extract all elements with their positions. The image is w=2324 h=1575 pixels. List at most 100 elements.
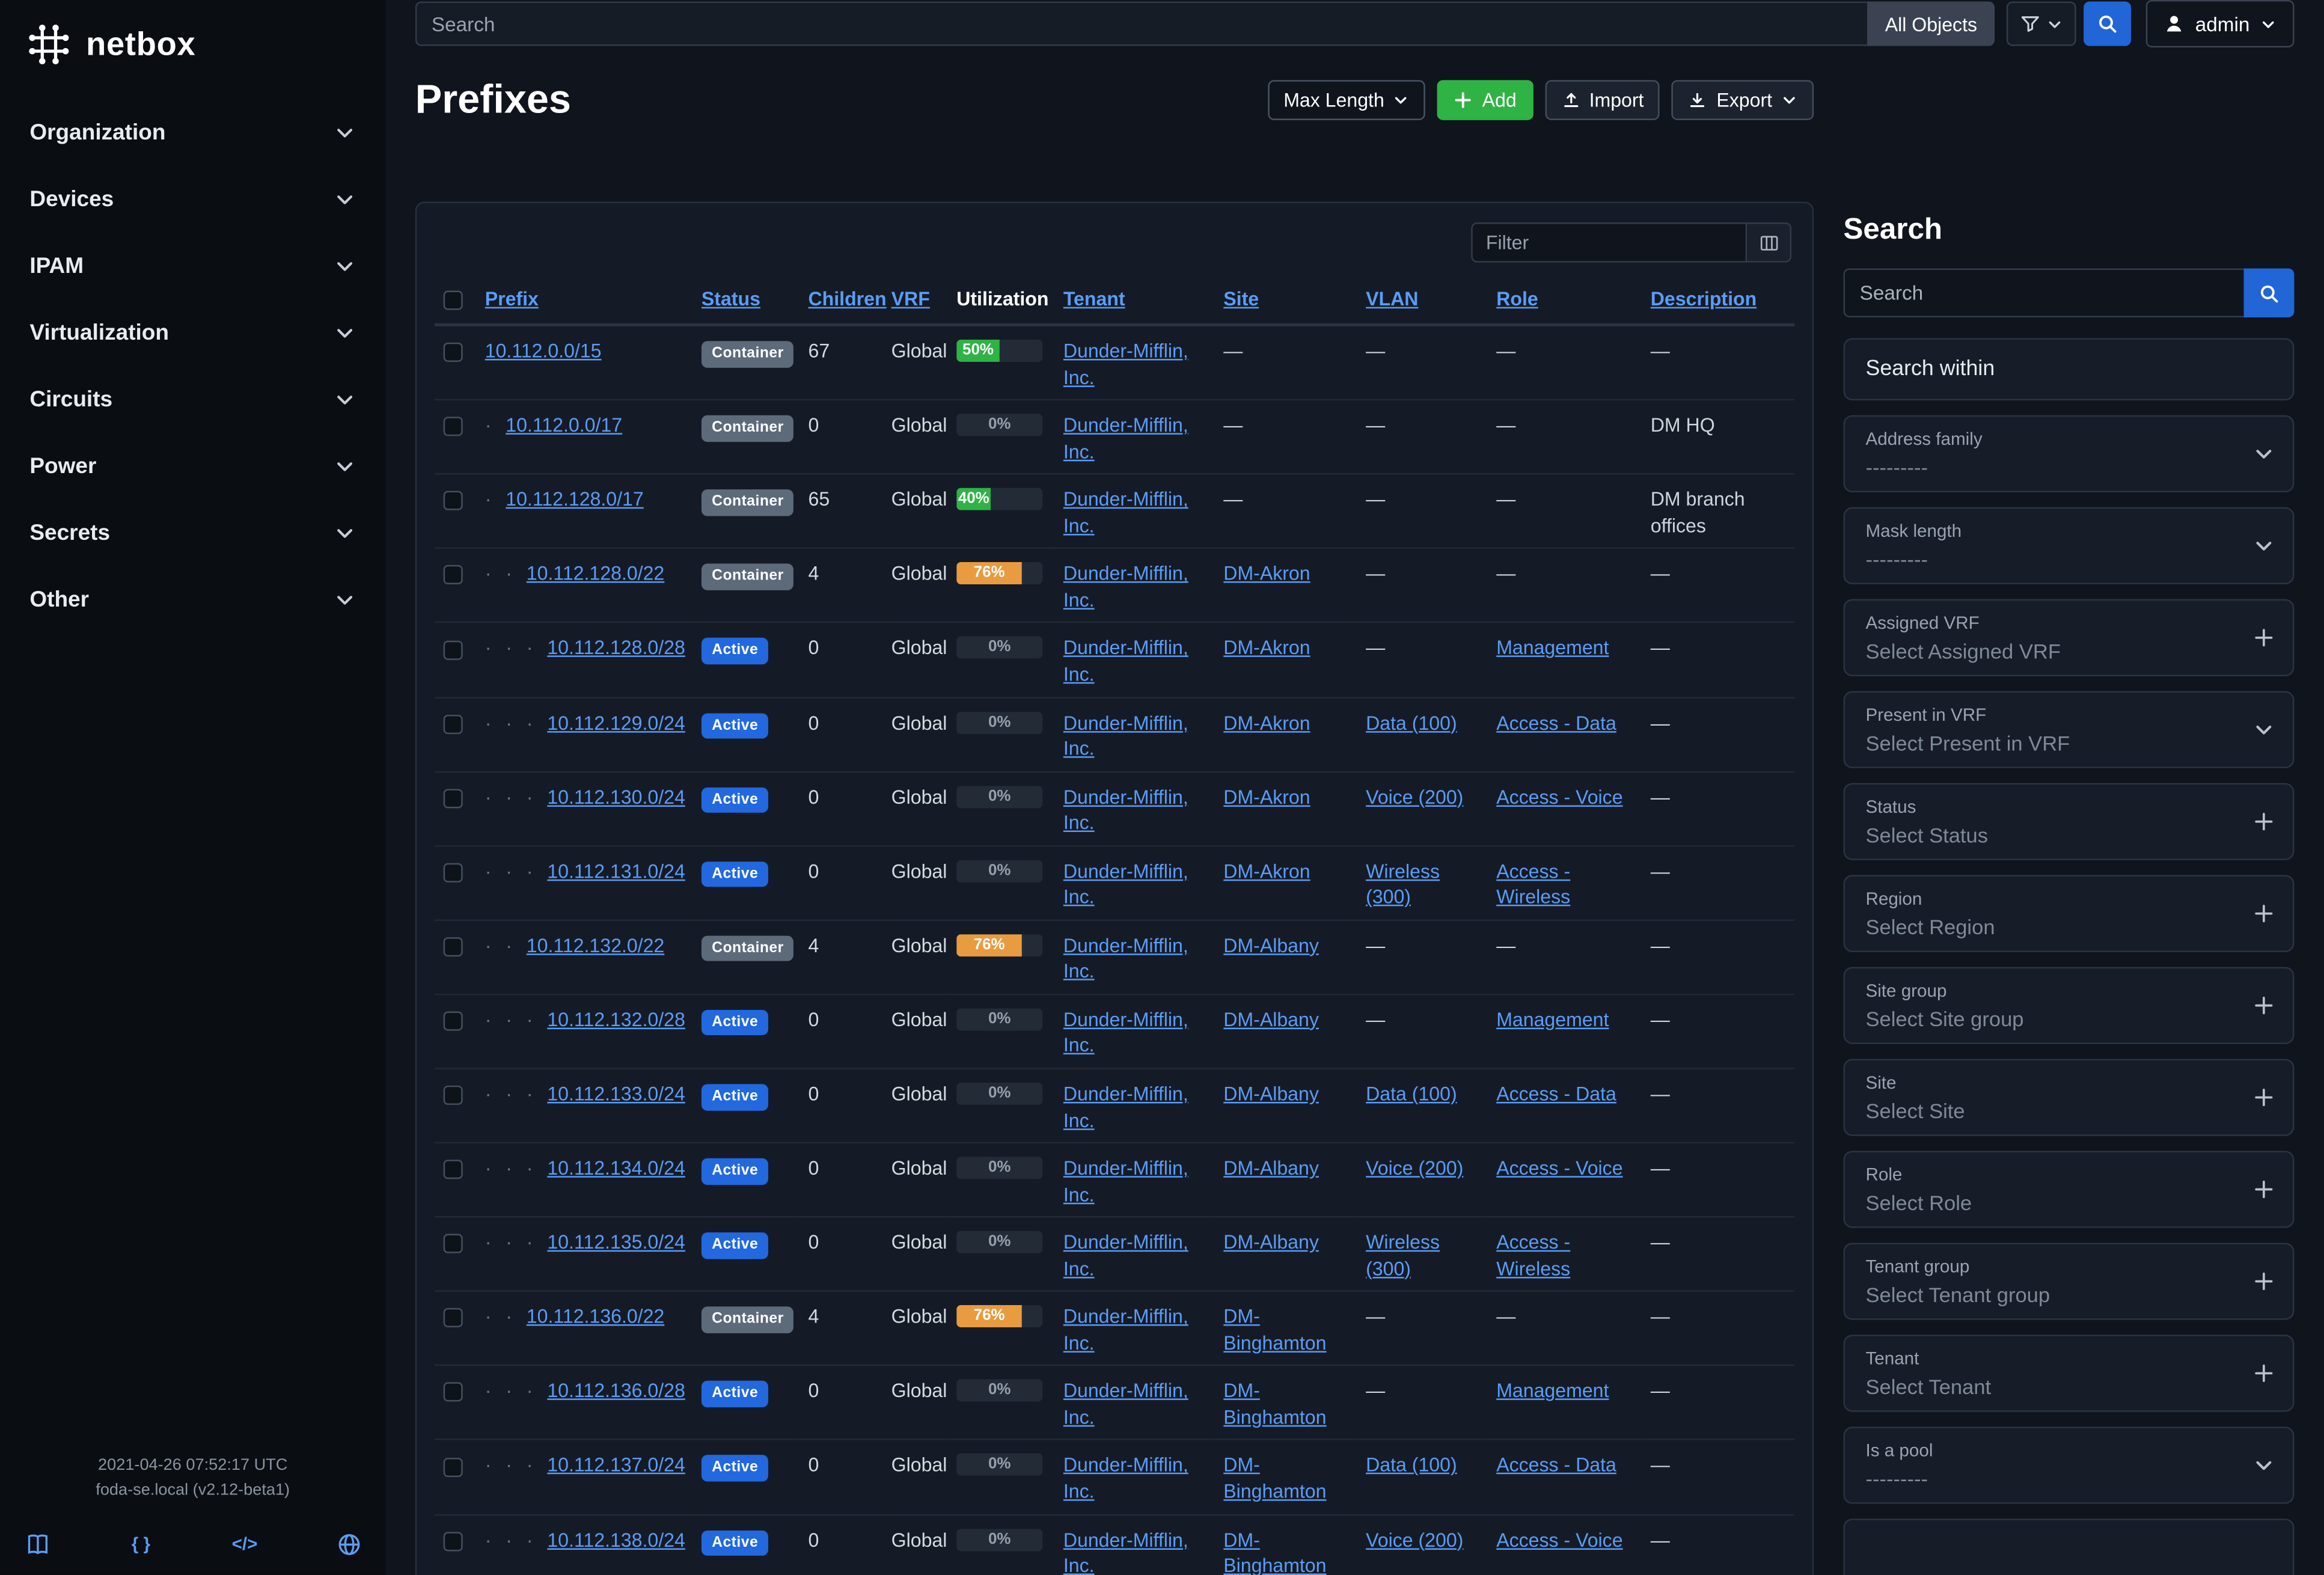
sidebar-item-organization[interactable]: Organization [0,99,385,166]
role-link[interactable]: Access - Wireless [1496,1231,1571,1280]
vlan-link[interactable]: Data (100) [1366,1082,1457,1105]
site-link[interactable]: DM-Binghamton [1223,1380,1327,1428]
tenant-link[interactable]: Dunder-Mifflin, Inc. [1063,934,1188,983]
site-link[interactable]: DM-Akron [1223,562,1310,585]
table-configure-button[interactable] [1747,222,1792,263]
row-checkbox[interactable] [443,1160,463,1179]
vlan-link[interactable]: Wireless (300) [1366,1231,1440,1280]
prefix-link[interactable]: 10.112.132.0/28 [547,1008,685,1031]
column-sort-children[interactable]: Children [808,287,887,310]
role-link[interactable]: Access - Data [1496,1454,1616,1476]
filter-field-site[interactable]: Site Select Site [1843,1059,2295,1136]
sidebar-item-ipam[interactable]: IPAM [0,233,385,299]
tenant-link[interactable]: Dunder-Mifflin, Inc. [1063,1454,1188,1503]
tenant-link[interactable]: Dunder-Mifflin, Inc. [1063,1380,1188,1428]
site-link[interactable]: DM-Albany [1223,1157,1319,1179]
prefix-link[interactable]: 10.112.129.0/24 [547,711,685,734]
vlan-link[interactable]: Voice (200) [1366,785,1464,808]
filter-field-is-a-pool[interactable]: Is a pool --------- [1843,1427,2295,1504]
site-link[interactable]: DM-Binghamton [1223,1305,1327,1354]
tenant-link[interactable]: Dunder-Mifflin, Inc. [1063,414,1188,462]
role-link[interactable]: Access - Voice [1496,1528,1623,1551]
row-checkbox[interactable] [443,343,463,362]
role-link[interactable]: Management [1496,1008,1609,1031]
prefix-link[interactable]: 10.112.133.0/24 [547,1082,685,1105]
role-link[interactable]: Access - Data [1496,1082,1616,1105]
tenant-link[interactable]: Dunder-Mifflin, Inc. [1063,1157,1188,1205]
row-checkbox[interactable] [443,1234,463,1254]
code-icon[interactable]: </> [231,1533,258,1555]
global-search-input[interactable] [415,1,1868,46]
global-search-submit-button[interactable] [2084,1,2132,46]
prefix-link[interactable]: 10.112.136.0/22 [526,1305,665,1328]
sidebar-item-devices[interactable]: Devices [0,166,385,233]
site-link[interactable]: DM-Albany [1223,1008,1319,1031]
prefix-link[interactable]: 10.112.130.0/24 [547,785,685,808]
filter-field-address-family[interactable]: Address family --------- [1843,415,2295,493]
column-sort-prefix[interactable]: Prefix [485,287,539,310]
tenant-link[interactable]: Dunder-Mifflin, Inc. [1063,340,1188,388]
column-sort-vrf[interactable]: VRF [891,287,930,310]
sidebar-item-other[interactable]: Other [0,566,385,633]
select-all-checkbox[interactable] [443,290,463,310]
prefix-link[interactable]: 10.112.0.0/15 [485,340,602,362]
sidebar-item-secrets[interactable]: Secrets [0,500,385,566]
row-checkbox[interactable] [443,1383,463,1402]
row-checkbox[interactable] [443,714,463,734]
netbox-home-link[interactable]: netbox [0,0,385,99]
site-link[interactable]: DM-Albany [1223,1231,1319,1254]
column-sort-role[interactable]: Role [1496,287,1538,310]
vlan-link[interactable]: Voice (200) [1366,1528,1464,1551]
export-dropdown-button[interactable]: Export [1672,80,1814,120]
row-checkbox[interactable] [443,863,463,882]
row-checkbox[interactable] [443,1457,463,1476]
row-checkbox[interactable] [443,788,463,808]
column-sort-vlan[interactable]: VLAN [1366,287,1419,310]
max-length-dropdown-button[interactable]: Max Length [1267,80,1426,120]
site-link[interactable]: DM-Akron [1223,860,1310,882]
add-button[interactable]: Add [1437,80,1533,120]
filter-field-present-in-vrf[interactable]: Present in VRF Select Present in VRF [1843,691,2295,768]
table-filter-input[interactable] [1471,222,1748,263]
column-sort-status[interactable]: Status [701,287,760,310]
role-link[interactable]: Management [1496,1380,1609,1402]
sidebar-item-circuits[interactable]: Circuits [0,366,385,433]
prefix-link[interactable]: 10.112.136.0/28 [547,1380,685,1402]
search-filter-button[interactable] [2007,1,2077,46]
vlan-link[interactable]: Data (100) [1366,711,1457,734]
filter-field-role[interactable]: Role Select Role [1843,1151,2295,1228]
search-within-option[interactable]: Search within [1843,338,2295,401]
filter-field-assigned-vrf[interactable]: Assigned VRF Select Assigned VRF [1843,599,2295,676]
prefix-link[interactable]: 10.112.135.0/24 [547,1231,685,1254]
tenant-link[interactable]: Dunder-Mifflin, Inc. [1063,488,1188,537]
role-link[interactable]: Access - Wireless [1496,860,1571,908]
prefix-link[interactable]: 10.112.128.0/22 [526,562,665,585]
site-link[interactable]: DM-Akron [1223,711,1310,734]
panel-search-submit-button[interactable] [2243,268,2295,317]
row-checkbox[interactable] [443,1308,463,1328]
search-scope-selector[interactable]: All Objects [1867,1,1995,46]
role-link[interactable]: Access - Data [1496,711,1616,734]
filter-field-tenant[interactable]: Tenant Select Tenant [1843,1335,2295,1412]
filter-field-tenant-group[interactable]: Tenant group Select Tenant group [1843,1243,2295,1320]
tenant-link[interactable]: Dunder-Mifflin, Inc. [1063,785,1188,834]
site-link[interactable]: DM-Akron [1223,637,1310,659]
vlan-link[interactable]: Data (100) [1366,1454,1457,1476]
sidebar-item-virtualization[interactable]: Virtualization [0,299,385,366]
prefix-link[interactable]: 10.112.0.0/17 [506,414,623,436]
docs-book-icon[interactable] [21,1531,54,1557]
tenant-link[interactable]: Dunder-Mifflin, Inc. [1063,860,1188,908]
vlan-link[interactable]: Voice (200) [1366,1157,1464,1179]
import-button[interactable]: Import [1544,80,1660,120]
tenant-link[interactable]: Dunder-Mifflin, Inc. [1063,637,1188,685]
site-link[interactable]: DM-Akron [1223,785,1310,808]
tenant-link[interactable]: Dunder-Mifflin, Inc. [1063,1231,1188,1280]
prefix-link[interactable]: 10.112.134.0/24 [547,1157,685,1179]
row-checkbox[interactable] [443,1085,463,1106]
site-link[interactable]: DM-Albany [1223,1082,1319,1105]
globe-icon[interactable] [332,1531,365,1557]
role-link[interactable]: Access - Voice [1496,1157,1623,1179]
tenant-link[interactable]: Dunder-Mifflin, Inc. [1063,1008,1188,1057]
site-link[interactable]: DM-Albany [1223,934,1319,956]
prefix-link[interactable]: 10.112.138.0/24 [547,1528,685,1551]
